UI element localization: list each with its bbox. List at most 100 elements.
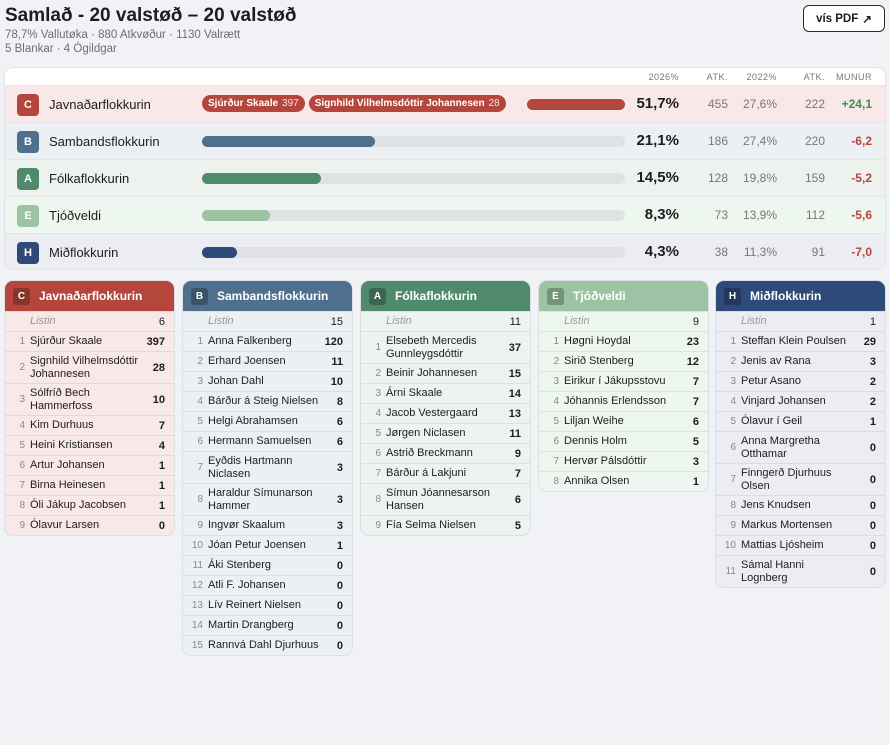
party-row[interactable]: A Fólkaflokkurin 14,5% 128 19,8% 159 -5,… <box>5 159 885 196</box>
candidate-row[interactable]: 6 Hermann Samuelsen 6 <box>183 431 352 451</box>
top-candidates: Sjúrður Skaale 397 Signhild Vilhelmsdóttir… <box>202 95 506 112</box>
candidate-row[interactable]: 1 Anna Falkenberg 120 <box>183 331 352 351</box>
candidate-row[interactable]: 2 Signhild Vilhelmsdóttir Johannesen 28 <box>5 351 174 383</box>
candidate-row[interactable]: 7 Hervør Pálsdóttir 3 <box>539 451 708 471</box>
candidate-row[interactable]: 2 Jenis av Rana 3 <box>716 351 885 371</box>
candidate-name: Johan Dahl <box>208 375 264 387</box>
candidate-row[interactable]: 7 Birna Heinesen 1 <box>5 475 174 495</box>
candidate-row[interactable]: 7 Eyðdis Hartmann Niclasen 3 <box>183 451 352 483</box>
candidate-votes: 7 <box>692 375 699 388</box>
party-name: Javnaðarflokkurin <box>39 289 143 303</box>
candidate-row[interactable]: 9 Ingvør Skaalum 3 <box>183 515 352 535</box>
candidate-votes: 3 <box>336 519 343 532</box>
candidate-votes: 1 <box>692 475 699 488</box>
candidate-number: 9 <box>730 520 736 531</box>
candidate-votes: 1 <box>869 415 876 428</box>
party-list-column: B Sambandsflokkurin Listin 15 1 Anna Falkenb… <box>183 281 352 655</box>
candidate-row[interactable]: 2 Erhard Joensen 11 <box>183 351 352 371</box>
candidate-row[interactable]: 9 Ólavur Larsen 0 <box>5 515 174 535</box>
show-pdf-button[interactable]: vís PDF ↗ <box>803 5 885 32</box>
candidate-row[interactable]: 2 Sirið Stenberg 12 <box>539 351 708 371</box>
party-list-header: C Javnaðarflokkurin <box>5 281 174 311</box>
candidate-name: Sámal Hanni Lognberg <box>741 558 804 584</box>
candidate-number: 6 <box>553 436 559 447</box>
candidate-row[interactable]: 1 Høgni Hoydal 23 <box>539 331 708 351</box>
candidate-row[interactable]: 8 Símun Jóannesarson Hansen 6 <box>361 483 530 515</box>
candidate-row[interactable]: 7 Finngerð Djurhuus Olsen 0 <box>716 463 885 495</box>
party-row[interactable]: H Miðflokkurin 4,3% 38 11,3% 91 -7,0 <box>5 233 885 269</box>
candidate-row[interactable]: 13 Lív Reinert Nielsen 0 <box>183 595 352 615</box>
candidate-number: 7 <box>375 468 381 479</box>
candidate-name: Kim Durhuus <box>30 419 94 431</box>
candidate-row[interactable]: 6 Artur Johansen 1 <box>5 455 174 475</box>
candidate-row[interactable]: 12 Atli F. Johansen 0 <box>183 575 352 595</box>
candidate-row[interactable]: 5 Helgi Abrahamsen 6 <box>183 411 352 431</box>
candidate-row[interactable]: 4 Jacob Vestergaard 13 <box>361 403 530 423</box>
candidate-row[interactable]: 4 Jóhannis Erlendsson 7 <box>539 391 708 411</box>
candidate-number: 6 <box>197 436 203 447</box>
candidate-row[interactable]: 11 Sámal Hanni Lognberg 0 <box>716 555 885 587</box>
candidate-name: Anna Margretha Otthamar <box>741 434 820 460</box>
candidate-name: Steffan Klein Poulsen <box>741 335 846 347</box>
candidate-row[interactable]: 3 Árni Skaale 14 <box>361 383 530 403</box>
candidate-row[interactable]: 9 Markus Mortensen 0 <box>716 515 885 535</box>
candidate-row[interactable]: 8 Óli Jákup Jacobsen 1 <box>5 495 174 515</box>
candidate-row[interactable]: 11 Áki Stenberg 0 <box>183 555 352 575</box>
party-name: Fólkaflokkurin <box>395 289 478 303</box>
candidate-votes: 1 <box>158 499 165 512</box>
votes-2022: 220 <box>804 134 825 148</box>
candidate-row[interactable]: 3 Johan Dahl 10 <box>183 371 352 391</box>
candidate-row[interactable]: 3 Eirikur í Jákupsstovu 7 <box>539 371 708 391</box>
candidate-row[interactable]: 3 Sólfríð Bech Hammerfoss 10 <box>5 383 174 415</box>
candidate-row[interactable]: 10 Jóan Petur Joensen 1 <box>183 535 352 555</box>
candidate-row[interactable]: 14 Martin Drangberg 0 <box>183 615 352 635</box>
candidate-row[interactable]: 3 Petur Asano 2 <box>716 371 885 391</box>
candidate-row[interactable]: 8 Haraldur Símunarson Hammer 3 <box>183 483 352 515</box>
candidate-row[interactable]: 6 Dennis Holm 5 <box>539 431 708 451</box>
share-bar-fill <box>527 99 625 110</box>
candidate-row[interactable]: 6 Astrið Breckmann 9 <box>361 443 530 463</box>
votes-2026: 73 <box>714 208 728 222</box>
candidate-row[interactable]: 5 Jørgen Niclasen 11 <box>361 423 530 443</box>
candidate-row[interactable]: 6 Anna Margretha Otthamar 0 <box>716 431 885 463</box>
candidate-name: Erhard Joensen <box>208 355 286 367</box>
candidate-row[interactable]: 1 Steffan Klein Poulsen 29 <box>716 331 885 351</box>
candidate-name: Heini Kristiansen <box>30 439 113 451</box>
party-row[interactable]: C Javnaðarflokkurin Sjúrður Skaale 397 Sign… <box>5 85 885 122</box>
change-value: -6,2 <box>851 134 872 148</box>
candidate-name: Bárður á Lakjuni <box>386 467 467 479</box>
candidate-number: 4 <box>19 420 25 431</box>
list-votes: 11 <box>509 315 521 328</box>
candidate-row[interactable]: 15 Rannvá Dahl Djurhuus 0 <box>183 635 352 655</box>
candidate-row[interactable]: 10 Mattias Ljósheim 0 <box>716 535 885 555</box>
candidate-row[interactable]: 4 Vinjard Johansen 2 <box>716 391 885 411</box>
candidate-name: Lív Reinert Nielsen <box>208 599 301 611</box>
share-bar <box>527 99 625 110</box>
candidate-row[interactable]: 8 Jens Knudsen 0 <box>716 495 885 515</box>
candidate-name: Elsebeth Mercedis Gunnleygsdóttir <box>386 334 477 360</box>
candidate-row[interactable]: 4 Kim Durhuus 7 <box>5 415 174 435</box>
party-list-column: H Miðflokkurin Listin 1 1 Steffan Klein Poul… <box>716 281 885 587</box>
candidate-row[interactable]: 2 Beinir Johannesen 15 <box>361 363 530 383</box>
candidate-row[interactable]: 5 Ólavur í Geil 1 <box>716 411 885 431</box>
chip-votes: 397 <box>282 98 299 109</box>
candidate-row[interactable]: 7 Bárður á Lakjuni 7 <box>361 463 530 483</box>
candidate-row[interactable]: 5 Liljan Weihe 6 <box>539 411 708 431</box>
party-row[interactable]: E Tjóðveldi 8,3% 73 13,9% 112 -5,6 <box>5 196 885 233</box>
candidate-row[interactable]: 5 Heini Kristiansen 4 <box>5 435 174 455</box>
candidate-votes: 0 <box>336 559 343 572</box>
candidate-row[interactable]: 9 Fía Selma Nielsen 5 <box>361 515 530 535</box>
candidate-row[interactable]: 1 Sjúrður Skaale 397 <box>5 331 174 351</box>
candidate-votes: 2 <box>869 375 876 388</box>
candidate-name: Artur Johansen <box>30 459 105 471</box>
list-votes: 9 <box>692 315 699 328</box>
candidate-number: 9 <box>19 520 25 531</box>
candidate-row[interactable]: 4 Bárður á Steig Nielsen 8 <box>183 391 352 411</box>
candidate-row[interactable]: 8 Annika Olsen 1 <box>539 471 708 491</box>
party-row[interactable]: B Sambandsflokkurin 21,1% 186 27,4% 220 … <box>5 122 885 159</box>
candidate-name: Fía Selma Nielsen <box>386 519 476 531</box>
candidate-number: 6 <box>375 448 381 459</box>
candidate-name: Finngerð Djurhuus Olsen <box>741 466 832 492</box>
candidate-row[interactable]: 1 Elsebeth Mercedis Gunnleygsdóttir 37 <box>361 331 530 363</box>
candidate-name: Ólavur í Geil <box>741 415 803 427</box>
